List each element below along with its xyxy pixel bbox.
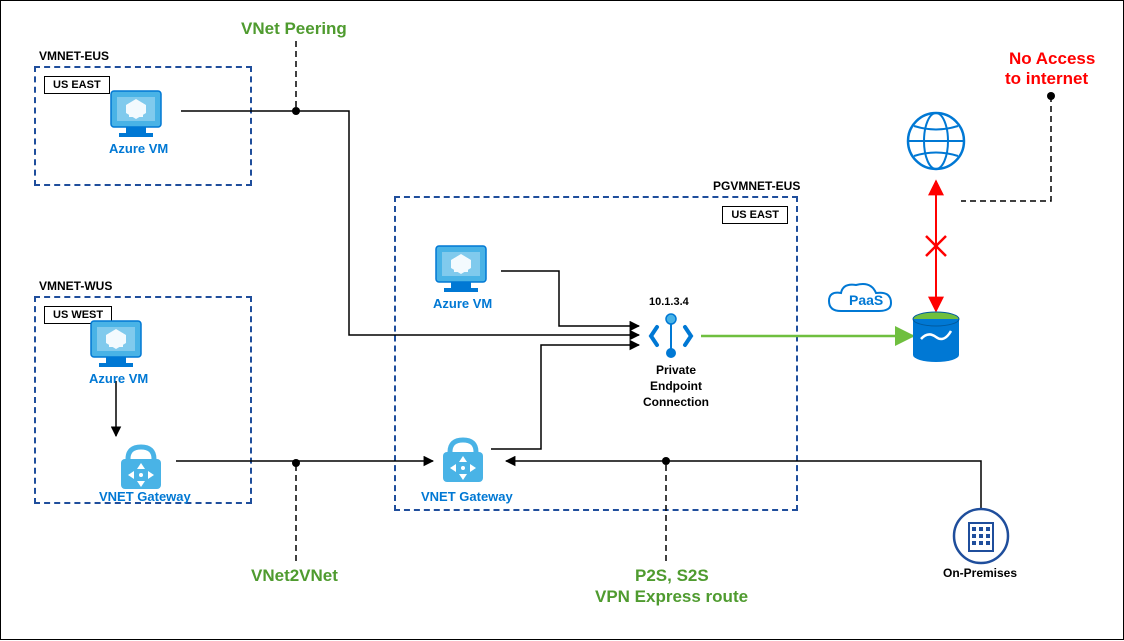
vnet-pg-title: PGVMNET-EUS bbox=[713, 179, 800, 193]
vm-pg-label: Azure VM bbox=[433, 296, 492, 311]
svg-text:PaaS: PaaS bbox=[849, 292, 883, 308]
region-label-eus: US EAST bbox=[44, 76, 110, 94]
vnet-eus-box: US EAST bbox=[34, 66, 252, 186]
gw-wus-label: VNET Gateway bbox=[99, 489, 191, 504]
database-icon bbox=[913, 312, 959, 362]
pe-label-1: Private bbox=[651, 363, 701, 377]
p2s-label-1: P2S, S2S bbox=[635, 566, 709, 586]
pe-label-2: Endpoint bbox=[643, 379, 709, 393]
diagram-canvas: US EAST VMNET-EUS US WEST VMNET-WUS US E… bbox=[0, 0, 1124, 640]
pe-label-3: Connection bbox=[637, 395, 715, 409]
globe-icon bbox=[908, 113, 964, 169]
pe-ip-label: 10.1.3.4 bbox=[649, 296, 689, 308]
noaccess-label-1: No Access bbox=[1009, 49, 1095, 69]
vnet2vnet-label: VNet2VNet bbox=[251, 566, 338, 586]
gw-pg-label: VNET Gateway bbox=[421, 489, 513, 504]
vnet-wus-title: VMNET-WUS bbox=[39, 279, 112, 293]
region-label-wus: US WEST bbox=[44, 306, 112, 324]
vnet-eus-title: VMNET-EUS bbox=[39, 49, 109, 63]
region-label-pg: US EAST bbox=[722, 206, 788, 224]
peering-label: VNet Peering bbox=[241, 19, 347, 39]
on-premises-icon bbox=[954, 509, 1008, 563]
noaccess-label-2: to internet bbox=[1005, 69, 1088, 89]
paas-cloud-icon: PaaS bbox=[829, 284, 891, 311]
vnet-pg-box: US EAST bbox=[394, 196, 798, 511]
p2s-label-2: VPN Express route bbox=[595, 587, 748, 607]
vnet-wus-box: US WEST bbox=[34, 296, 252, 504]
onprem-label: On-Premises bbox=[943, 566, 1017, 580]
vm-wus-label: Azure VM bbox=[89, 371, 148, 386]
vm-eus-label: Azure VM bbox=[109, 141, 168, 156]
